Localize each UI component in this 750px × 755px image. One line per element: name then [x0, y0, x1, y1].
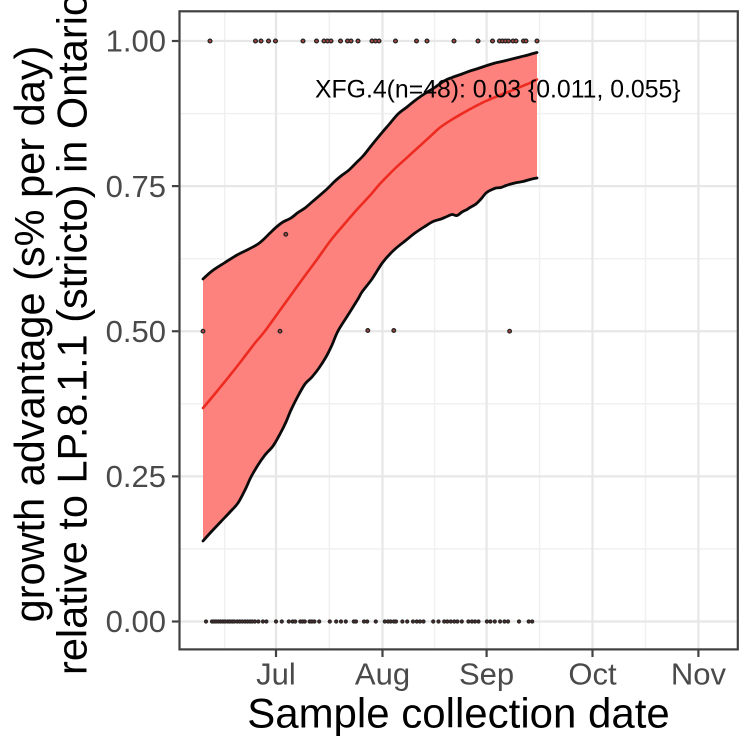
svg-text:1.00: 1.00	[106, 24, 166, 59]
svg-text:0.00: 0.00	[106, 604, 166, 639]
svg-text:0.75: 0.75	[106, 169, 166, 204]
svg-text:Aug: Aug	[355, 657, 410, 692]
svg-text:relative to LP.8.1.1 (stricto): relative to LP.8.1.1 (stricto) in Ontari…	[49, 0, 96, 675]
svg-text:0.25: 0.25	[106, 459, 166, 494]
svg-text:XFG.4(n=48): 0.03 {0.011, 0.05: XFG.4(n=48): 0.03 {0.011, 0.055}	[315, 76, 681, 103]
svg-text:Jul: Jul	[256, 657, 296, 692]
svg-text:0.50: 0.50	[106, 314, 166, 349]
svg-text:Sep: Sep	[459, 657, 514, 692]
svg-text:Sample collection date: Sample collection date	[247, 690, 670, 737]
svg-text:growth advantage (s% per day): growth advantage (s% per day)	[6, 46, 53, 623]
svg-text:Nov: Nov	[671, 657, 727, 692]
svg-text:Oct: Oct	[568, 657, 617, 692]
